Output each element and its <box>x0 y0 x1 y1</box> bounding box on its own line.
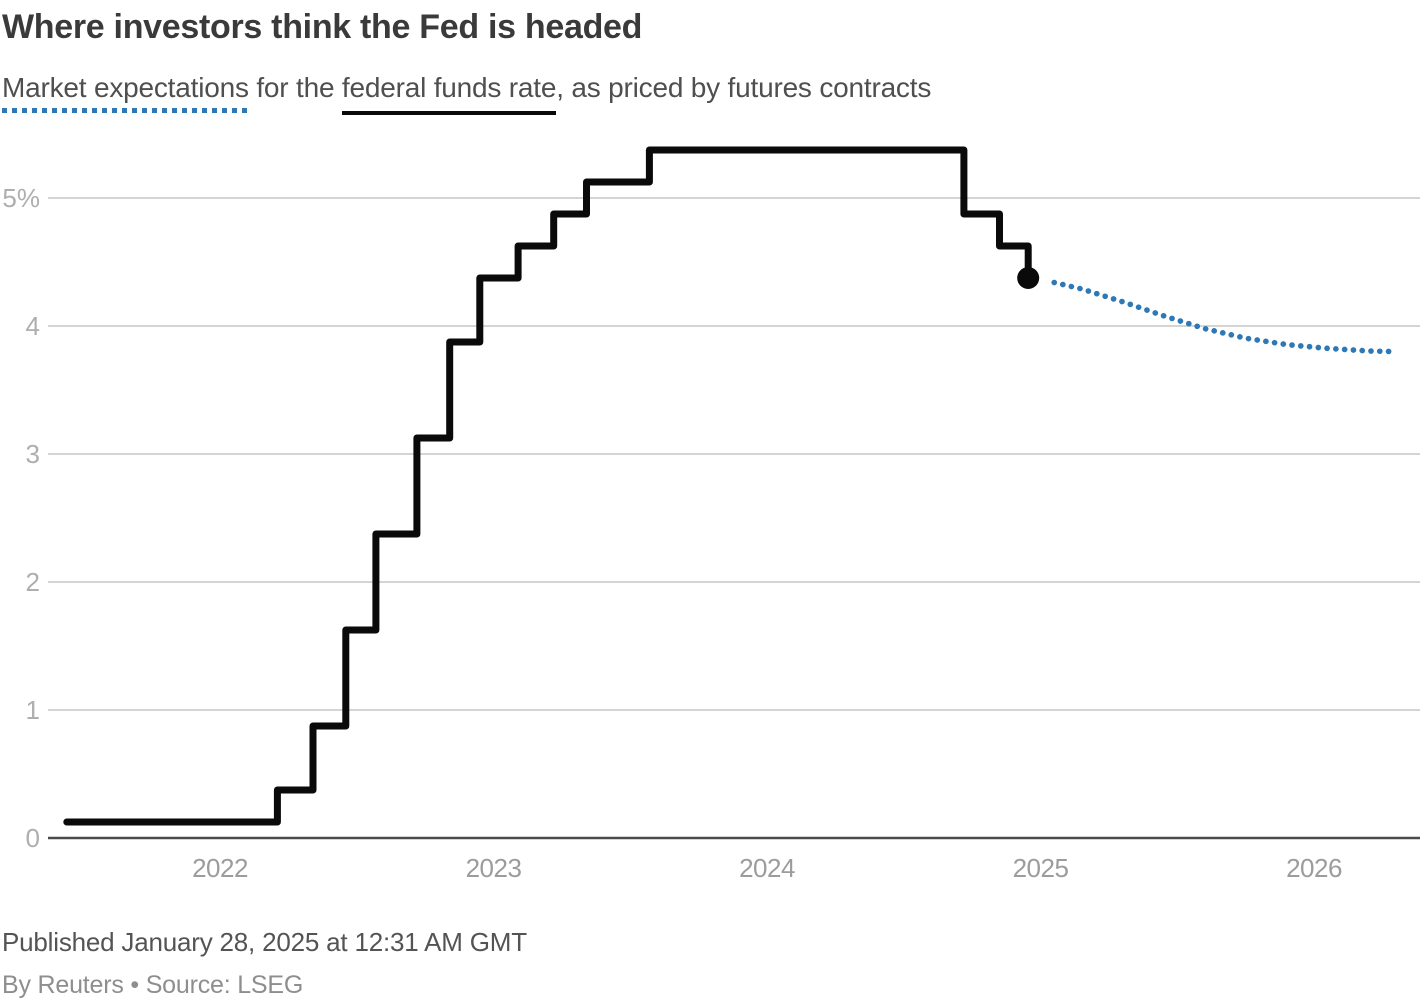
fed-funds-rate-chart: 0 1 2 3 4 5% 2022 2023 2024 2025 2026 <box>2 146 1420 883</box>
subtitle-fed-funds-rate-legend: federal funds rate <box>341 72 556 115</box>
x-tick-label: 2026 <box>1286 853 1342 883</box>
x-tick-label: 2022 <box>192 853 248 883</box>
y-tick-label: 1 <box>26 695 40 725</box>
subtitle-mid-text: for the <box>248 72 342 103</box>
x-tick-label: 2023 <box>466 853 522 883</box>
page-title: Where investors think the Fed is headed <box>2 8 643 46</box>
x-tick-label: 2024 <box>739 853 795 883</box>
fed-funds-rate-step-line <box>63 146 1032 826</box>
y-tick-label: 5% <box>2 183 40 213</box>
y-tick-label: 0 <box>26 823 40 853</box>
subtitle-market-expectations-legend: Market expectations <box>2 72 249 113</box>
current-rate-marker-dot <box>1017 267 1040 289</box>
y-tick-label: 3 <box>26 439 40 469</box>
subtitle-end-text: , as priced by futures contracts <box>556 72 932 103</box>
chart-subtitle: Market expectations for the federal fund… <box>2 72 931 115</box>
futures-expectations-dotted-line <box>1051 279 1399 355</box>
source-byline: By Reuters • Source: LSEG <box>2 971 304 999</box>
y-tick-label: 4 <box>26 311 40 341</box>
published-timestamp: Published January 28, 2025 at 12:31 AM G… <box>2 927 527 957</box>
y-tick-label: 2 <box>26 567 40 597</box>
x-tick-label: 2025 <box>1013 853 1069 883</box>
